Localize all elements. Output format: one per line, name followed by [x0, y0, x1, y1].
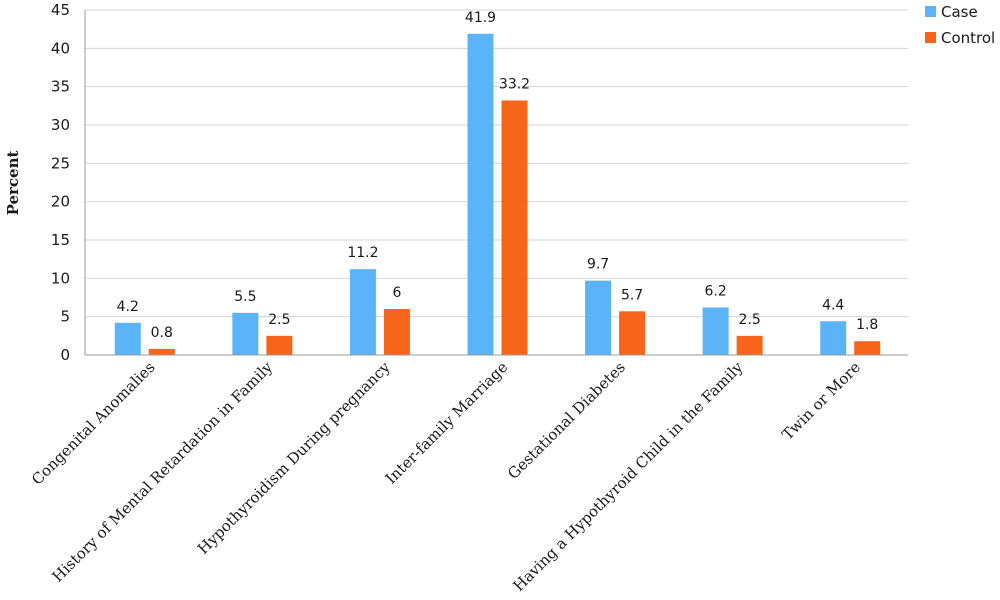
y-tick-label: 5	[60, 308, 70, 326]
y-tick-label: 25	[51, 154, 70, 172]
x-category-label: Inter-family Marriage	[382, 358, 512, 488]
data-label-control-6: 1.8	[856, 317, 878, 333]
data-label-control-2: 6	[392, 285, 401, 301]
data-labels: 4.2 0.8 5.5 2.5 11.2 6 41.9 33.2 9.7 5.7 6.2 2.5 4.4…	[117, 10, 879, 341]
bar-case-3	[467, 33, 494, 356]
bars	[114, 33, 881, 356]
data-label-control-4: 5.7	[621, 287, 643, 303]
y-tick-label: 30	[51, 116, 70, 134]
legend-label-control: Control	[941, 29, 995, 47]
y-tick-label: 20	[51, 193, 70, 211]
y-axis-title: Percent	[4, 151, 22, 216]
bar-case-2	[349, 269, 376, 355]
bar-control-5	[736, 335, 763, 355]
x-category-label: Gestational Diabetes	[504, 358, 629, 483]
bar-control-0	[148, 348, 175, 355]
bar-control-4	[619, 311, 646, 355]
gridlines	[85, 9, 908, 318]
y-tick-labels: 0 5 10 15 20 25 30 35 40 45	[51, 1, 70, 364]
data-label-case-0: 4.2	[117, 299, 139, 315]
bar-control-6	[854, 341, 881, 355]
y-tick-label: 45	[51, 1, 70, 19]
bar-case-4	[585, 280, 612, 355]
data-label-case-4: 9.7	[587, 257, 609, 273]
legend-label-case: Case	[941, 3, 978, 21]
y-tick-label: 0	[60, 346, 70, 364]
x-category-label: Having a Hypothyroid Child in the Family	[510, 358, 747, 595]
legend-swatch-control	[925, 32, 936, 43]
data-label-case-6: 4.4	[822, 297, 844, 313]
legend-swatch-case	[925, 6, 936, 17]
data-label-control-3: 33.2	[499, 76, 530, 92]
data-label-control-5: 2.5	[739, 312, 761, 328]
bar-case-5	[702, 307, 729, 355]
y-tick-label: 10	[51, 269, 70, 287]
data-label-case-3: 41.9	[465, 10, 496, 26]
data-label-control-0: 0.8	[151, 325, 173, 341]
bar-case-1	[232, 312, 259, 355]
x-category-label: Congenital Anomalies	[28, 358, 158, 488]
x-category-label: History of Mental Retardation in Family	[49, 358, 277, 586]
data-label-control-1: 2.5	[268, 312, 290, 328]
bar-control-2	[383, 309, 410, 355]
y-tick-label: 40	[51, 39, 70, 57]
bar-control-1	[266, 335, 293, 355]
bar-case-6	[820, 321, 847, 355]
bar-control-3	[501, 100, 528, 355]
x-category-label: Hypothyroidism During pregnancy	[194, 358, 394, 558]
data-label-case-5: 6.2	[705, 283, 727, 299]
data-label-case-1: 5.5	[234, 289, 256, 305]
data-label-case-2: 11.2	[347, 245, 378, 261]
y-tick-label: 15	[51, 231, 70, 249]
legend: Case Control	[925, 3, 995, 47]
x-category-label: Twin or More	[779, 358, 865, 444]
bar-case-0	[114, 322, 141, 355]
y-tick-label: 35	[51, 78, 70, 96]
